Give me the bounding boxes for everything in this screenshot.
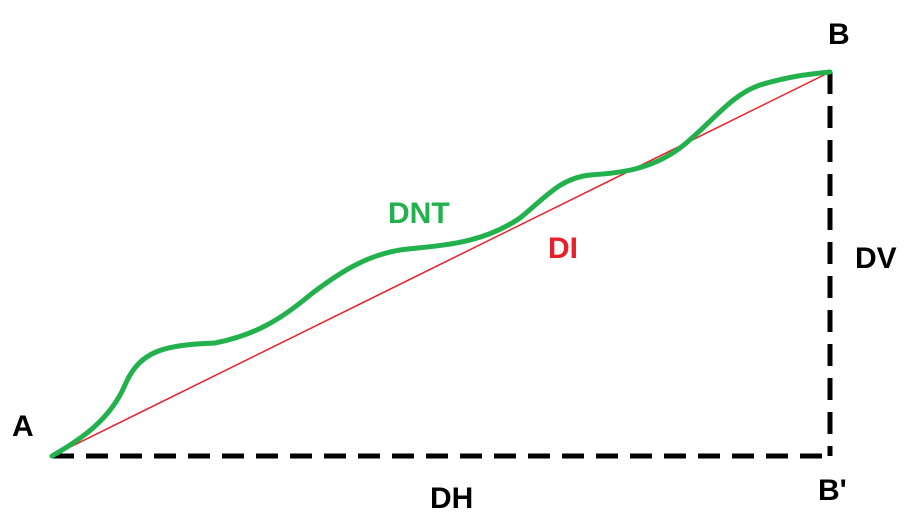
dv-label: DV (855, 242, 897, 275)
terrain-profile-line (49, 69, 833, 459)
inclined-distance-line (51, 71, 831, 457)
point-b-label: B (828, 18, 850, 51)
dnt-label: DNT (388, 197, 450, 230)
point-a-label: A (12, 410, 34, 443)
dh-label: DH (430, 482, 473, 515)
point-b-prime-label: B' (818, 474, 847, 507)
di-label: DI (548, 232, 578, 265)
